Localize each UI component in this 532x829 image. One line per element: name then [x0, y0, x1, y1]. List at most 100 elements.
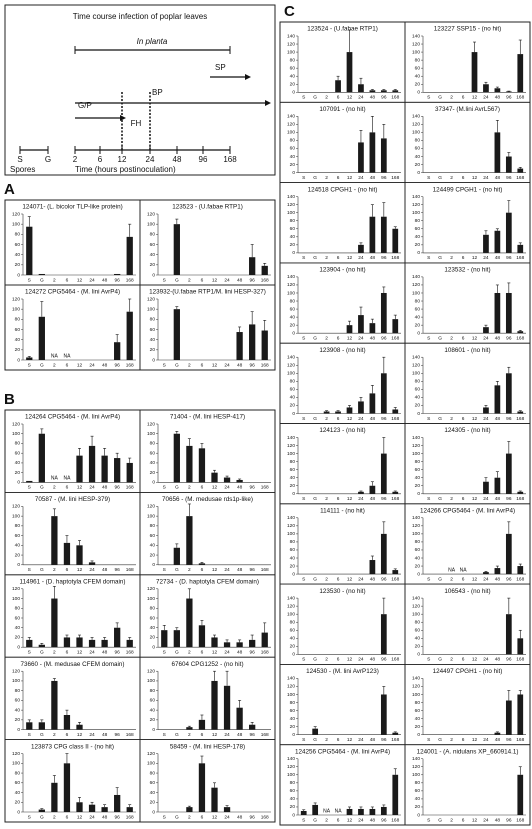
x-tick-label: 6: [337, 335, 340, 341]
bar: [494, 477, 501, 494]
chart-title: 123530 - (no hit): [319, 588, 365, 595]
chart-title: 123524 - (U.fabae RTP1): [307, 26, 378, 33]
bar: [392, 409, 399, 414]
y-tick-label: 0: [292, 652, 295, 658]
bar: [76, 545, 83, 565]
y-tick-label: 100: [12, 678, 20, 684]
y-tick-label: 20: [290, 162, 296, 168]
bar: [223, 685, 231, 730]
y-tick-label: 140: [287, 274, 295, 280]
y-tick-label: 140: [412, 676, 420, 682]
y-tick-label: 60: [415, 387, 421, 393]
error-bar: [495, 471, 499, 478]
x-tick-label: 96: [381, 737, 387, 743]
y-tick-label: 0: [152, 562, 155, 568]
x-tick-label: 24: [89, 814, 95, 820]
error-bar: [78, 721, 81, 725]
x-tick-label: 168: [126, 732, 134, 738]
y-tick-label: 40: [150, 790, 156, 796]
x-tick-label: 24: [358, 416, 364, 422]
chart-title: 107091 - (no hit): [319, 106, 365, 113]
y-tick-label: 20: [15, 635, 21, 641]
y-tick-label: 80: [290, 780, 296, 786]
y-tick-label: 0: [152, 809, 155, 815]
y-tick-label: 100: [412, 772, 420, 778]
y-tick-label: 80: [15, 606, 21, 612]
error-bar: [78, 797, 81, 803]
y-tick-label: 20: [15, 800, 21, 806]
timeline-title: Time course infection of poplar leaves: [73, 12, 207, 21]
chart-title: 123532 - (no hit): [444, 267, 490, 274]
y-tick-label: 20: [415, 724, 421, 730]
timeline-axis-label: Time (hours postinoculation): [75, 165, 176, 174]
chart-title: 124272 CPG5464 - (M. lini AvrP4): [25, 289, 120, 296]
y-tick-label: 120: [12, 668, 20, 674]
x-tick-label: 168: [516, 95, 524, 101]
x-tick-label: 96: [506, 416, 512, 422]
x-tick-label: 168: [261, 649, 269, 655]
error-bar: [250, 721, 254, 725]
bar: [101, 455, 108, 483]
bar: [126, 462, 133, 483]
y-tick-label: 120: [12, 586, 20, 592]
x-tick-label: 96: [506, 175, 512, 181]
y-tick-label: 60: [290, 387, 296, 393]
x-tick-label: 2: [188, 362, 191, 368]
error-bar: [518, 690, 522, 695]
y-tick-label: 0: [17, 562, 20, 568]
x-tick-label: 6: [337, 95, 340, 101]
bar: [101, 807, 108, 812]
bar: [126, 236, 133, 275]
x-tick-label: 12: [472, 416, 478, 422]
x-tick-label: 2: [53, 277, 56, 283]
x-tick-label: 24: [89, 485, 95, 491]
bar: [76, 802, 83, 812]
x-tick-label: G: [438, 416, 442, 422]
y-tick-label: 120: [412, 603, 420, 609]
error-bar: [518, 490, 522, 492]
bar: [173, 547, 180, 565]
y-tick-label: 60: [150, 533, 156, 539]
bar: [517, 54, 524, 93]
chart-title: 70656 - (M. medusae rds1p-like): [162, 496, 253, 503]
x-tick-label: 12: [347, 95, 353, 101]
y-tick-label: 60: [15, 242, 21, 248]
bar: [114, 627, 121, 648]
x-tick-label: 96: [381, 335, 387, 341]
x-tick-label: 6: [337, 255, 340, 261]
x-tick-label: S: [28, 649, 31, 655]
y-tick-label: 40: [15, 252, 21, 258]
bar: [358, 315, 364, 334]
bar: [517, 491, 524, 494]
x-tick-label: 2: [188, 649, 191, 655]
x-tick-label: 12: [212, 814, 218, 820]
y-tick-label: 0: [417, 90, 420, 96]
error-bar: [128, 637, 132, 640]
bar: [198, 448, 206, 483]
x-tick-label: 12: [77, 814, 83, 820]
y-tick-label: 20: [15, 470, 21, 476]
value-label: NA: [63, 476, 71, 482]
x-tick-label: 12: [212, 567, 218, 573]
x-tick-label: 48: [495, 576, 501, 582]
x-tick-label: G: [313, 737, 317, 743]
y-tick-label: 80: [415, 298, 421, 304]
x-tick-label: 6: [201, 649, 204, 655]
x-tick-label: S: [427, 335, 430, 341]
x-tick-label: 48: [102, 485, 108, 491]
bar: [392, 732, 399, 735]
bar: [173, 433, 180, 483]
bar: [38, 273, 45, 275]
bar: [249, 724, 256, 730]
error-bar: [65, 753, 69, 764]
error-bar: [238, 478, 242, 480]
x-tick-label: 12: [77, 362, 83, 368]
bar: [380, 373, 387, 414]
error-bar: [65, 634, 69, 638]
x-tick-label: 96: [249, 814, 255, 820]
y-tick-label: 120: [412, 684, 420, 690]
x-tick-label: 6: [201, 277, 204, 283]
error-bar: [213, 670, 216, 681]
error-bar: [27, 216, 31, 227]
y-tick-label: 20: [415, 804, 421, 810]
